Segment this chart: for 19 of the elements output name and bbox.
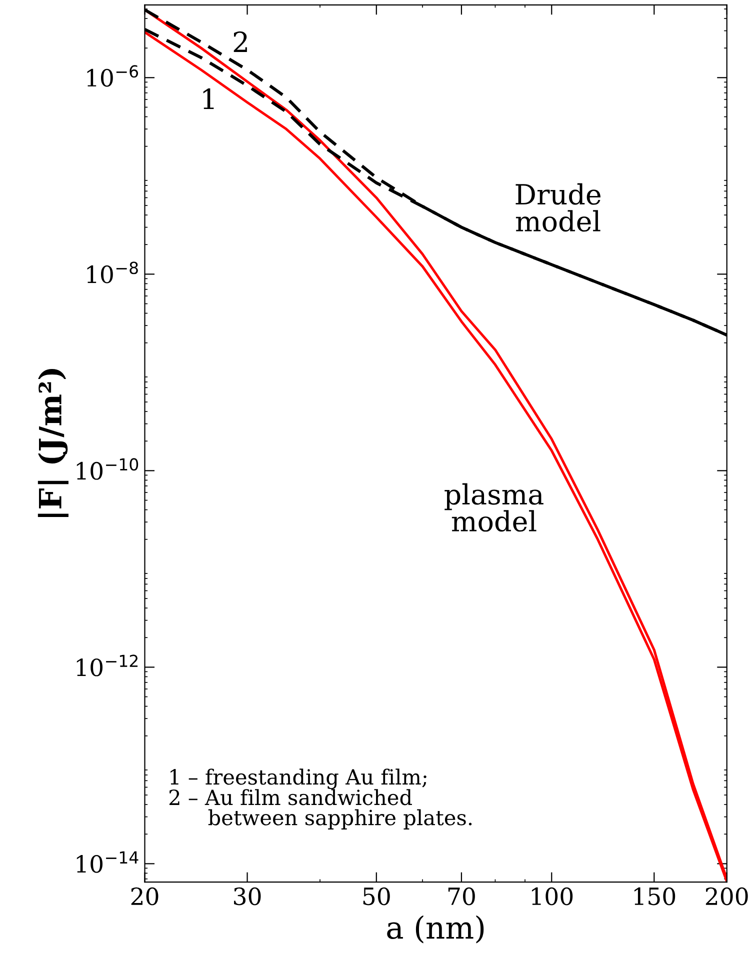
x-tick-label: 50	[363, 887, 390, 906]
annotation: 2	[234, 31, 247, 52]
x-tick-label: 100	[532, 887, 573, 906]
y-tick-label: 10$^{−8}$	[87, 262, 138, 284]
y-tick-label: 10$^{−10}$	[76, 458, 138, 480]
x-tick-label: 200	[706, 887, 748, 906]
y-tick-label: 10$^{−14}$	[76, 851, 138, 873]
x-tick-label: 30	[234, 887, 261, 906]
y-tick-label: 10$^{−6}$	[87, 65, 138, 87]
x-tick-label: 150	[634, 887, 676, 906]
annotation: plasma model	[444, 483, 544, 532]
x-axis-title: a (nm)	[387, 915, 484, 944]
y-tick-label: 10$^{−12}$	[76, 654, 138, 676]
annotation: 1 – freestanding Au film; 2 – Au film sandwiched between sapphire plates.	[169, 768, 472, 830]
annotation: 1	[203, 88, 214, 110]
annotation: Drude model	[516, 183, 600, 232]
y-axis-title: |F| (J/m²)	[38, 368, 68, 517]
x-tick-label: 20	[131, 887, 158, 906]
x-tick-label: 70	[448, 887, 475, 906]
